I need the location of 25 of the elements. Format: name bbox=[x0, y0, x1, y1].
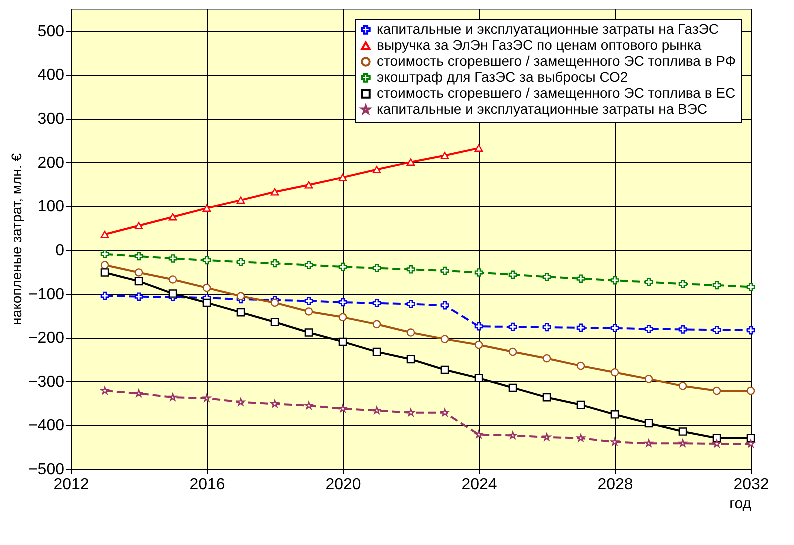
legend-label: выручка за ЭлЭн ГазЭС по ценам оптового рынка bbox=[377, 37, 702, 53]
x-tick-label: 2016 bbox=[190, 476, 226, 494]
x-tick-label: 2028 bbox=[598, 476, 634, 494]
y-tick-label: 500 bbox=[38, 23, 65, 40]
y-tick-label: −100 bbox=[28, 286, 65, 304]
legend-label: капитальные и эксплуатационные затраты на ВЭС bbox=[377, 101, 708, 117]
legend-label: стоимость сгоревшего / замещенного ЭС топлива в ЕС bbox=[377, 85, 736, 101]
y-tick-label: 400 bbox=[38, 67, 65, 84]
y-tick-label: −400 bbox=[28, 418, 65, 435]
x-tick-label: 2024 bbox=[462, 476, 498, 494]
y-tick-label: −200 bbox=[28, 330, 65, 348]
x-tick-label: 2012 bbox=[54, 476, 90, 494]
x-tick-label: 2032 bbox=[734, 476, 770, 494]
y-tick-label: 100 bbox=[38, 198, 65, 216]
legend-label: стоимость сгоревшего / замещенного ЭС топлива в РФ bbox=[377, 53, 736, 69]
y-tick-label: 300 bbox=[38, 111, 65, 128]
x-tick-label: 2020 bbox=[326, 476, 362, 494]
y-tick-label: 0 bbox=[56, 242, 65, 260]
y-tick-label: 200 bbox=[38, 154, 65, 172]
legend-label: капитальные и эксплуатационные затраты на ГазЭС bbox=[377, 21, 720, 37]
y-tick-label: −500 bbox=[28, 462, 65, 478]
y-tick-label: −300 bbox=[28, 374, 65, 391]
x-axis-title: год bbox=[730, 496, 752, 512]
legend-label: экоштраф для ГазЭС за выбросы СО2 bbox=[377, 69, 628, 85]
y-axis-title: накопленые затрат, млн. € bbox=[8, 153, 24, 326]
